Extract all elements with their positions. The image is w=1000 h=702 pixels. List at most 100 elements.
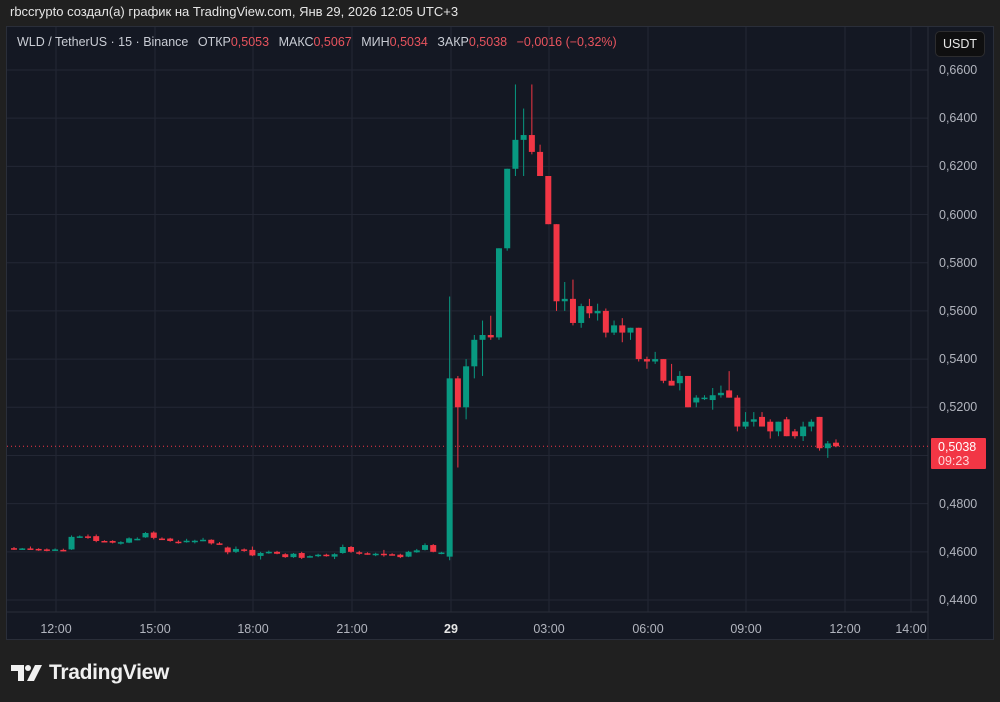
symbol-legend: WLD / TetherUS · 15 · Binance ОТКР0,5053… [17,35,617,49]
candle [759,412,766,427]
candle [635,327,642,362]
candle [413,548,420,553]
candle [298,551,305,560]
candle [348,546,355,553]
last-price-tag: 0,5038 09:23 [931,438,986,469]
candle [652,351,659,364]
candle [775,421,782,437]
candle [11,547,17,550]
candle [142,532,149,538]
price-tick-label: 0,6200 [939,159,978,174]
candle [578,303,585,328]
candle [35,548,42,551]
symbol-title[interactable]: WLD / TetherUS · 15 · Binance [17,35,189,49]
high-value: 0,5067 [313,35,352,49]
price-tick-label: 0,6600 [939,63,978,77]
close-label: ЗАКР [437,35,469,49]
candle [93,534,100,543]
time-tick-label: 03:00 [533,622,565,636]
candle [405,550,412,558]
candle [446,296,453,561]
price-tick-label: 0,6400 [939,111,978,126]
candle [693,395,700,408]
candle [232,546,239,554]
candle [249,546,256,557]
time-tick-label: 12:00 [40,622,72,636]
candle [504,168,511,251]
candle [824,441,831,458]
candle [594,303,601,321]
candle [331,553,338,560]
candle [767,419,774,439]
price-tick-label: 0,4800 [939,496,978,511]
last-price-value: 0,5038 [938,440,977,454]
candle [68,535,75,550]
candle [602,308,609,338]
candle [265,550,272,554]
candle [471,335,478,379]
candle [454,375,461,468]
time-tick-label: 09:00 [730,622,762,636]
price-tick-label: 0,6000 [939,207,978,222]
price-tick-label: 0,5800 [939,255,978,270]
candle [183,538,190,543]
candle [430,544,437,553]
candle [117,541,124,545]
candle [545,176,552,225]
candle [191,539,198,544]
candle [561,282,568,311]
time-tick-label: 15:00 [139,622,171,636]
tradingview-logo[interactable]: TradingView [11,661,169,685]
candle [791,428,798,439]
candle [84,534,91,539]
candle [208,539,215,545]
candle [274,550,281,555]
low-label: МИН [361,35,390,49]
candle [257,551,264,560]
price-tick-label: 0,5200 [939,400,978,415]
candle [569,279,576,326]
candle [364,552,371,555]
high-label: МАКС [278,35,314,49]
candle [750,412,757,427]
candle [479,320,486,376]
candle [676,371,683,391]
candle [487,315,494,340]
candle [150,531,157,540]
change-value: −0,0016 (−0,32%) [516,35,617,49]
price-tick-label: 0,5600 [939,303,978,318]
candle [356,550,363,555]
candle [76,535,83,538]
candle [224,546,231,555]
candle [668,363,675,386]
candle [726,371,733,398]
candle [643,356,650,369]
candle [200,537,207,542]
candle [512,84,519,176]
candle [167,537,174,542]
candle [109,540,116,544]
candle [175,540,182,544]
time-tick-label: 12:00 [829,622,861,636]
candle [742,412,749,429]
candle [52,548,59,551]
candle [783,416,790,437]
candle [611,320,618,335]
candle [282,553,289,558]
close-value: 0,5038 [468,35,508,49]
candle [158,537,165,541]
candle [60,548,67,552]
candle [306,555,313,558]
candle [586,298,593,319]
open-value: 0,5053 [230,35,270,49]
candle [734,395,741,432]
candle [685,375,692,408]
candle [660,359,667,384]
time-tick-label: 21:00 [336,622,368,636]
candle [553,224,560,311]
time-tick-label: 14:00 [895,622,927,636]
currency-button[interactable]: USDT [935,31,985,57]
candle [627,327,634,340]
candle [389,553,396,556]
